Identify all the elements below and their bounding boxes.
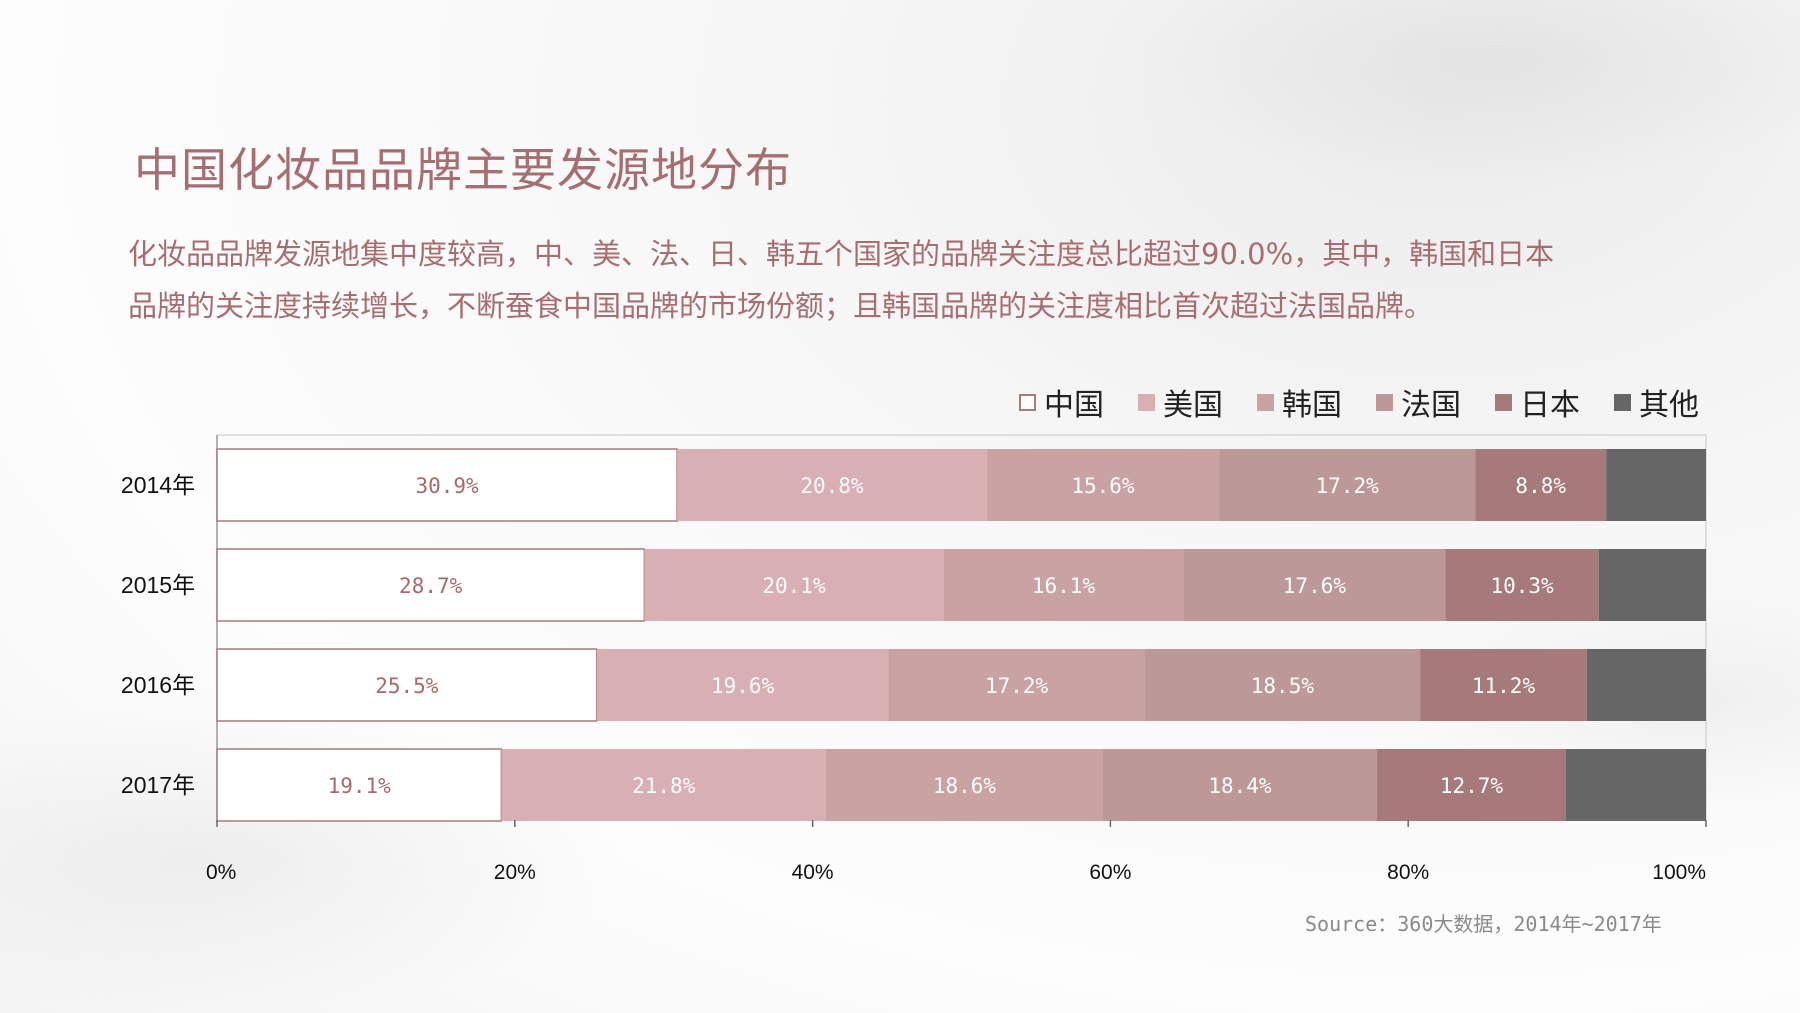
y-tick-label-0: 2014年 bbox=[121, 472, 195, 498]
bar-korea-1 bbox=[943, 549, 1184, 621]
data-label-japan-2: 11.2% bbox=[1472, 674, 1536, 698]
description-line-2: 品牌的关注度持续增长，不断蚕食中国品牌的市场份额；且韩国品牌的关注度相比首次超过… bbox=[128, 289, 1434, 323]
bar-usa-3 bbox=[501, 749, 827, 821]
x-tick-label-0: 0% bbox=[206, 861, 236, 884]
legend-swatch-usa bbox=[1138, 393, 1155, 411]
data-label-japan-1: 10.3% bbox=[1490, 574, 1554, 598]
x-tick-label-3: 60% bbox=[1089, 861, 1131, 884]
legend-label-france: 法国 bbox=[1401, 388, 1461, 423]
legend-label-japan: 日本 bbox=[1520, 388, 1580, 423]
legend-swatch-other bbox=[1614, 393, 1631, 411]
legend-swatch-korea bbox=[1257, 393, 1274, 411]
legend-swatch-china bbox=[1019, 393, 1036, 411]
bar-france-2 bbox=[1144, 649, 1421, 721]
chart-legend: 中国 美国 韩国 法国 日本 其他 bbox=[1019, 380, 1699, 424]
legend-item-japan: 日本 bbox=[1495, 380, 1580, 424]
data-label-japan-0: 8.8% bbox=[1515, 474, 1566, 498]
legend-swatch-france bbox=[1376, 393, 1393, 411]
bar-usa-1 bbox=[644, 549, 944, 621]
legend-label-usa: 美国 bbox=[1163, 388, 1223, 423]
x-tick-label-1: 20% bbox=[494, 861, 536, 884]
bar-france-1 bbox=[1183, 549, 1446, 621]
bar-other-2 bbox=[1586, 649, 1706, 721]
data-label-france-0: 17.2% bbox=[1316, 474, 1380, 498]
data-label-china-1: 28.7% bbox=[399, 574, 463, 598]
data-label-korea-3: 18.6% bbox=[933, 774, 997, 798]
bar-other-0 bbox=[1606, 449, 1706, 521]
data-label-korea-2: 17.2% bbox=[985, 674, 1049, 698]
bar-japan-2 bbox=[1420, 649, 1587, 721]
legend-label-korea: 韩国 bbox=[1282, 388, 1342, 423]
page-title: 中国化妆品品牌主要发源地分布 bbox=[134, 143, 792, 197]
y-tick-label-1: 2015年 bbox=[121, 572, 195, 598]
bar-other-3 bbox=[1566, 749, 1706, 821]
data-label-usa-1: 20.1% bbox=[762, 574, 826, 598]
bar-korea-0 bbox=[986, 449, 1220, 521]
bar-france-0 bbox=[1219, 449, 1476, 521]
legend-label-other: 其他 bbox=[1639, 388, 1699, 423]
source-note: Source：360大数据，2014年~2017年 bbox=[1305, 912, 1662, 936]
data-label-korea-0: 15.6% bbox=[1071, 474, 1135, 498]
bar-japan-0 bbox=[1475, 449, 1607, 521]
data-label-korea-1: 16.1% bbox=[1032, 574, 1096, 598]
legend-item-other: 其他 bbox=[1614, 380, 1699, 424]
data-label-china-3: 19.1% bbox=[328, 774, 392, 798]
bar-other-1 bbox=[1598, 549, 1706, 621]
bar-china-0 bbox=[216, 448, 678, 522]
y-tick-label-2: 2016年 bbox=[121, 672, 195, 698]
bar-china-3 bbox=[216, 748, 503, 822]
x-tick-label-2: 40% bbox=[792, 861, 834, 884]
bar-japan-1 bbox=[1445, 549, 1599, 621]
y-tick-label-3: 2017年 bbox=[121, 772, 195, 798]
description: 化妆品品牌发源地集中度较高，中、美、法、日、韩五个国家的品牌关注度总比超过90.… bbox=[128, 228, 1668, 332]
bar-usa-2 bbox=[596, 649, 889, 721]
legend-item-china: 中国 bbox=[1019, 380, 1104, 424]
bar-usa-0 bbox=[677, 449, 987, 521]
legend-swatch-japan bbox=[1495, 393, 1512, 411]
data-label-france-1: 17.6% bbox=[1283, 574, 1347, 598]
data-label-usa-2: 19.6% bbox=[711, 674, 775, 698]
bar-korea-2 bbox=[888, 649, 1145, 721]
legend-label-china: 中国 bbox=[1044, 388, 1104, 423]
bar-korea-3 bbox=[826, 749, 1103, 821]
data-label-japan-3: 12.7% bbox=[1440, 774, 1504, 798]
data-label-china-0: 30.9% bbox=[415, 474, 479, 498]
bar-france-3 bbox=[1102, 749, 1377, 821]
data-label-usa-0: 20.8% bbox=[800, 474, 864, 498]
description-line-1: 化妆品品牌发源地集中度较高，中、美、法、日、韩五个国家的品牌关注度总比超过90.… bbox=[128, 237, 1555, 271]
legend-item-usa: 美国 bbox=[1138, 380, 1223, 424]
data-label-usa-3: 21.8% bbox=[632, 774, 696, 798]
legend-item-france: 法国 bbox=[1376, 380, 1461, 424]
x-tick-label-5: 100% bbox=[1652, 861, 1706, 884]
data-label-china-2: 25.5% bbox=[375, 674, 439, 698]
data-label-france-2: 18.5% bbox=[1251, 674, 1315, 698]
legend-item-korea: 韩国 bbox=[1257, 380, 1342, 424]
bar-japan-3 bbox=[1376, 749, 1567, 821]
bar-china-2 bbox=[216, 648, 598, 722]
x-tick-label-4: 80% bbox=[1387, 861, 1429, 884]
data-label-france-3: 18.4% bbox=[1208, 774, 1272, 798]
bar-china-1 bbox=[216, 548, 646, 622]
